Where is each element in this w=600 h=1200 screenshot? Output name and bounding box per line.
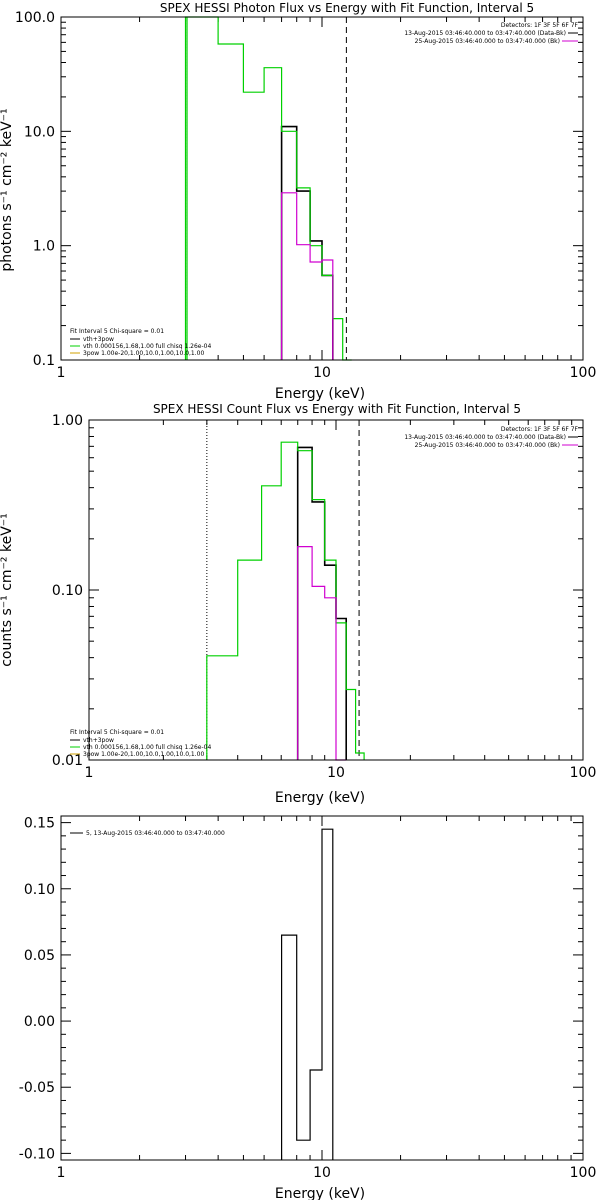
- count-y-tick-label: 1.00: [52, 413, 83, 429]
- photon-y-tick-label: 10.0: [24, 124, 55, 140]
- count-flux-panel: SPEX HESSI Count Flux vs Energy with Fit…: [0, 402, 596, 806]
- residuals-panel: Energy (keV) 1 10 100 -0.10 -0.05 0.00 0.05 0.1…: [19, 815, 597, 1200]
- residuals-series-0: [281, 828, 334, 1160]
- count-legend-fit: Fit Interval 5 Chi-square = 0.01: [70, 729, 164, 736]
- photon-axes: 1 10 100 0.1 1.0 10.0 100.0: [15, 10, 596, 381]
- count-plot-frame: [88, 419, 584, 761]
- residuals-y-tick-label: 0.00: [24, 1014, 55, 1030]
- count-legend-3pow: 3pow 1.00e-20,1.00,10.0,1.00,10.0,1.00: [83, 751, 204, 758]
- count-x-tick-label: 1: [85, 765, 94, 781]
- photon-legend-fit: Fit Interval 5 Chi-square = 0.01: [70, 328, 164, 335]
- photon-legend-data: 13-Aug-2015 03:46:40.000 to 03:47:40.000…: [404, 30, 566, 37]
- count-legend-vth: vth 0.000156,1.68,1.00 full chisq 1.26e-…: [83, 744, 211, 751]
- photon-y-tick-label: 0.1: [33, 353, 55, 369]
- photon-legend-bottomleft: Fit Interval 5 Chi-square = 0.01 vth+3po…: [70, 328, 211, 357]
- residuals-series: [281, 828, 334, 1160]
- count-legend-bk: 25-Aug-2015 03:46:40.000 to 03:47:40.000…: [415, 442, 560, 449]
- photon-x-tick-label: 100: [570, 365, 597, 381]
- photon-flux-panel: SPEX HESSI Photon Flux vs Energy with Fi…: [0, 1, 596, 402]
- count-x-tick-label: 100: [570, 765, 597, 781]
- residuals-y-tick-label: -0.05: [19, 1080, 55, 1096]
- photon-plot-frame: [60, 16, 584, 361]
- photon-y-tick-label: 1.0: [33, 239, 55, 255]
- residuals-x-tick-label: 1: [57, 1165, 66, 1181]
- photon-legend-total: vth+3pow: [83, 336, 114, 343]
- photon-legend-3pow: 3pow 1.00e-20,1.00,10.0,1.00,10.0,1.00: [83, 350, 204, 357]
- count-x-tick-label: 10: [327, 765, 345, 781]
- photon-y-axis-label: photons s⁻¹ cm⁻² keV⁻¹: [0, 108, 15, 271]
- count-axes: 1 10 100 0.01 0.10 1.00: [52, 413, 597, 781]
- residuals-x-tick-label: 100: [570, 1165, 597, 1181]
- count-series-2: [297, 546, 347, 761]
- count-series: [206, 420, 365, 761]
- count-y-axis-label: counts s⁻¹ cm⁻² keV⁻¹: [0, 513, 15, 667]
- photon-legend-bk: 25-Aug-2015 03:46:40.000 to 03:47:40.000…: [415, 38, 560, 45]
- photon-legend-topright: Detectors: 1F 3F 5F 6F 7F 13-Aug-2015 03…: [404, 22, 578, 45]
- photon-series-2: [281, 192, 334, 360]
- photon-series: [184, 16, 352, 361]
- residuals-x-tick-label: 10: [313, 1165, 331, 1181]
- residuals-x-axis-label: Energy (keV): [275, 1186, 365, 1200]
- residuals-legend: 5, 13-Aug-2015 03:46:40.000 to 03:47:40.…: [70, 830, 225, 837]
- count-legend-topright: Detectors: 1F 3F 5F 6F 7F 13-Aug-2015 03…: [404, 426, 578, 449]
- count-legend-data: 13-Aug-2015 03:46:40.000 to 03:47:40.000…: [404, 434, 566, 441]
- count-series-0: [296, 446, 347, 760]
- photon-panel-title: SPEX HESSI Photon Flux vs Energy with Fi…: [160, 1, 534, 15]
- residuals-y-tick-label: 0.15: [24, 816, 55, 832]
- count-y-tick-label: 0.10: [52, 583, 83, 599]
- count-x-axis-label: Energy (keV): [275, 790, 365, 806]
- count-panel-title: SPEX HESSI Count Flux vs Energy with Fit…: [153, 402, 521, 416]
- residuals-y-tick-label: 0.10: [24, 882, 55, 898]
- residuals-y-tick-label: 0.05: [24, 948, 55, 964]
- photon-x-axis-label: Energy (keV): [275, 386, 365, 402]
- count-y-tick-label: 0.01: [52, 753, 83, 769]
- residuals-axes: 1 10 100 -0.10 -0.05 0.00 0.05 0.10 0.15: [19, 816, 597, 1181]
- count-series-1: [206, 441, 365, 760]
- residuals-plot-frame: [60, 815, 584, 1161]
- count-legend-detectors: Detectors: 1F 3F 5F 6F 7F: [501, 426, 579, 433]
- photon-series-1: [184, 16, 352, 361]
- photon-legend-detectors: Detectors: 1F 3F 5F 6F 7F: [501, 22, 579, 29]
- photon-y-tick-label: 100.0: [15, 10, 55, 26]
- photon-series-0: [280, 125, 334, 360]
- photon-x-tick-label: 10: [313, 365, 331, 381]
- photon-x-tick-label: 1: [57, 365, 66, 381]
- count-legend-total: vth+3pow: [83, 737, 114, 744]
- photon-legend-vth: vth 0.000156,1.68,1.00 full chisq 1.26e-…: [83, 343, 211, 350]
- count-legend-bottomleft: Fit Interval 5 Chi-square = 0.01 vth+3po…: [70, 729, 211, 758]
- residuals-y-tick-label: -0.10: [19, 1146, 55, 1162]
- residuals-legend-label: 5, 13-Aug-2015 03:46:40.000 to 03:47:40.…: [86, 830, 225, 837]
